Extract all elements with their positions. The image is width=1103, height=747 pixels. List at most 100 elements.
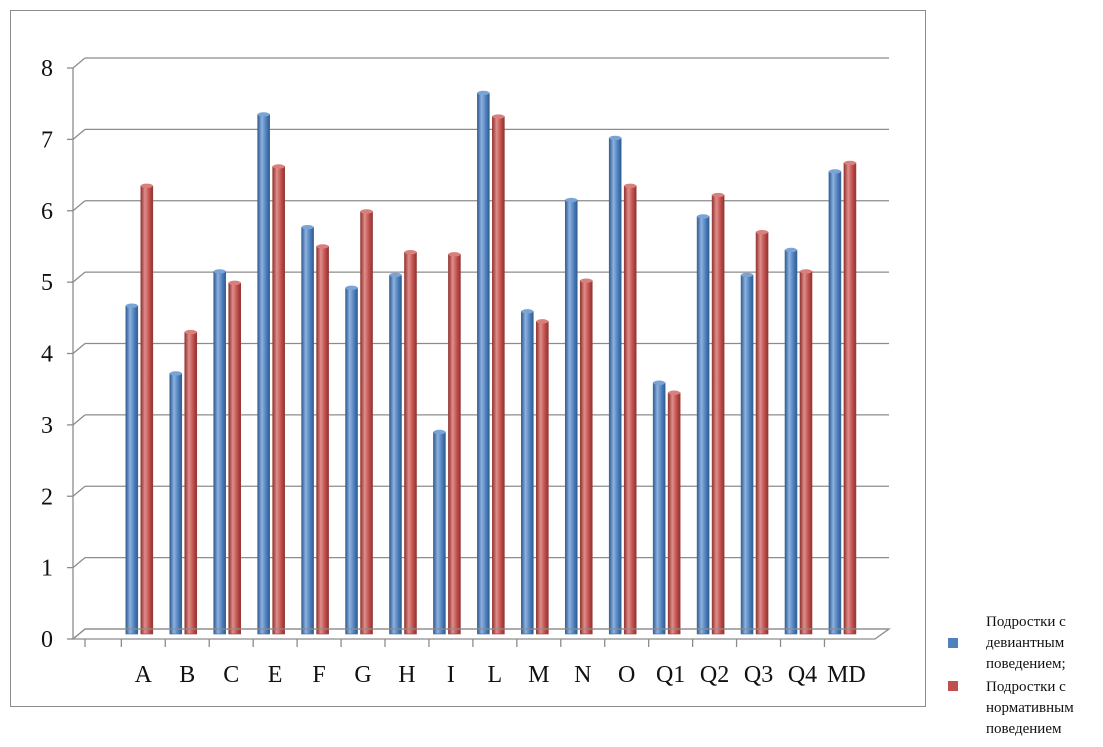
axis-layer: [67, 67, 892, 647]
bar-cap: [697, 214, 710, 219]
bar-C-deviant: [213, 271, 227, 635]
bar-cap: [521, 309, 534, 314]
x-tick-label: Q1: [656, 662, 685, 688]
gridline-side: [72, 57, 86, 69]
labels-layer: 0 1 2 3 4 5 6 7 8 A B C E F G H I L M N O Q1 Q2 Q3 Q4 MD: [41, 56, 866, 688]
bar-Q1-deviant: [652, 382, 666, 635]
y-tick-label: 3: [41, 413, 53, 439]
bar-O-deviant: [608, 137, 622, 635]
bar-MD-deviant: [828, 171, 842, 635]
bar-G-normative: [360, 211, 373, 635]
bar-Q3-normative: [755, 231, 769, 635]
bar-M-normative: [536, 321, 549, 635]
bar-H-normative: [404, 251, 417, 635]
legend-item-normative: Подростки с нормативным поведением: [944, 677, 1103, 740]
y-tick-label: 8: [41, 56, 53, 82]
bar-Q2-normative: [711, 194, 725, 635]
bar-cap: [668, 390, 681, 395]
bar-E-normative: [272, 166, 285, 635]
bar-Q4-normative: [799, 271, 813, 635]
bar-cap: [609, 135, 622, 141]
chart-frame: 0 1 2 3 4 5 6 7 8 A B C E F G H I L M N O Q1 Q2 Q3 Q4 MD: [10, 10, 926, 707]
gridline-side: [72, 200, 86, 212]
bar-cap: [784, 247, 797, 253]
bar-F-deviant: [301, 226, 314, 635]
bar-O-normative: [623, 185, 637, 635]
gridline-side: [72, 128, 86, 140]
gridline-side: [72, 557, 86, 569]
y-tick-label: 6: [41, 199, 53, 225]
bar-cap: [125, 303, 138, 308]
bar-cap: [257, 112, 270, 117]
bar-cap: [389, 272, 402, 278]
x-tick-label: Q2: [700, 662, 729, 688]
x-tick-label: M: [528, 662, 549, 688]
gridline-side: [72, 271, 86, 283]
bar-F-normative: [316, 246, 329, 635]
bar-M-deviant: [521, 311, 534, 635]
bar-N-normative: [579, 280, 593, 635]
gridline-side: [72, 485, 86, 497]
bar-I-deviant: [433, 431, 446, 635]
x-tick-label: E: [268, 662, 283, 688]
y-tick-label: 5: [41, 270, 53, 296]
x-tick-label: A: [135, 662, 153, 688]
chart-floor: [71, 628, 892, 640]
bar-cap: [272, 164, 285, 169]
bar-cap: [756, 229, 769, 235]
bar-cap: [140, 183, 153, 188]
bar-E-deviant: [257, 114, 270, 635]
y-tick-label: 4: [41, 342, 53, 368]
bar-Q2-deviant: [696, 216, 710, 635]
bar-B-deviant: [169, 373, 183, 635]
gridline-side: [72, 414, 86, 426]
bar-cap: [580, 278, 593, 283]
bar-cap: [653, 380, 666, 385]
y-tick-label: 2: [41, 484, 53, 510]
x-tick-label: F: [312, 662, 325, 688]
x-tick-label: Q4: [788, 662, 817, 688]
bar-cap: [301, 224, 314, 230]
legend-label-deviant: Подростки с девиантным поведением;: [986, 614, 1066, 672]
x-tick-label: C: [223, 662, 239, 688]
bar-G-deviant: [345, 287, 358, 635]
bar-cap: [843, 160, 856, 166]
x-tick-label: N: [574, 662, 591, 688]
bar-cap: [536, 319, 549, 324]
bar-cap: [169, 371, 182, 376]
bars-layer: [125, 90, 857, 635]
bar-cap: [741, 272, 754, 278]
gridline-side: [72, 343, 86, 354]
bar-Q1-normative: [667, 392, 681, 635]
x-tick-label: L: [488, 662, 503, 688]
x-tick-label: MD: [827, 662, 866, 688]
legend-label-normative: Подростки с нормативным поведением: [986, 679, 1074, 737]
bar-L-normative: [492, 116, 505, 635]
bar-cap: [433, 429, 446, 435]
x-tick-label: H: [398, 662, 415, 688]
x-tick-label: O: [618, 662, 635, 688]
bar-Q3-deviant: [740, 274, 754, 635]
bar-H-deviant: [389, 274, 402, 635]
bar-cap: [448, 252, 461, 257]
legend: Подростки с девиантным поведением; Подро…: [944, 612, 1103, 742]
bar-MD-normative: [843, 162, 857, 635]
legend-item-deviant: Подростки с девиантным поведением;: [944, 612, 1103, 675]
bar-cap: [565, 197, 578, 203]
bar-cap: [712, 192, 725, 198]
legend-swatch-deviant: [948, 638, 958, 648]
x-tick-label: Q3: [744, 662, 773, 688]
bar-cap: [184, 329, 197, 335]
bar-Q4-deviant: [784, 249, 798, 635]
bar-A-deviant: [125, 305, 139, 635]
legend-swatch-normative: [948, 681, 958, 691]
bar-cap: [799, 269, 812, 274]
x-tick-label: G: [354, 662, 371, 688]
y-tick-label: 1: [41, 556, 53, 582]
bar-cap: [316, 244, 329, 249]
x-tick-label: I: [447, 662, 455, 688]
bar-cap: [360, 209, 373, 214]
bar-cap: [828, 169, 841, 174]
bar-N-deviant: [564, 199, 578, 635]
bar-chart: 0 1 2 3 4 5 6 7 8 A B C E F G H I L M N O Q1 Q2 Q3 Q4 MD: [41, 56, 892, 688]
